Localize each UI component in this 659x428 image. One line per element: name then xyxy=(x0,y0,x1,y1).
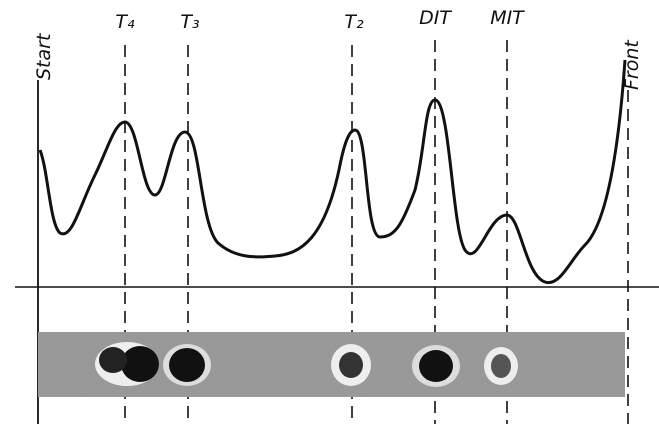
peak-label: T₃ xyxy=(180,11,199,33)
spot xyxy=(99,347,127,373)
spot xyxy=(419,350,453,382)
spot xyxy=(121,346,159,382)
peak-label: MIT xyxy=(490,7,525,29)
densitometry-trace xyxy=(40,60,625,283)
front-label: Front xyxy=(621,39,643,90)
figure: Start Front T₄ T₃ T₂ DIT MIT xyxy=(0,0,659,424)
spot xyxy=(169,348,205,382)
spot xyxy=(339,352,363,378)
start-label: Start xyxy=(33,32,55,80)
spot xyxy=(491,354,511,378)
peak-label: T₂ xyxy=(344,11,364,33)
peak-label: T₄ xyxy=(115,11,135,33)
peak-label: DIT xyxy=(419,7,452,29)
page: {"labels": {"start": "Start", "front": "… xyxy=(0,0,659,424)
